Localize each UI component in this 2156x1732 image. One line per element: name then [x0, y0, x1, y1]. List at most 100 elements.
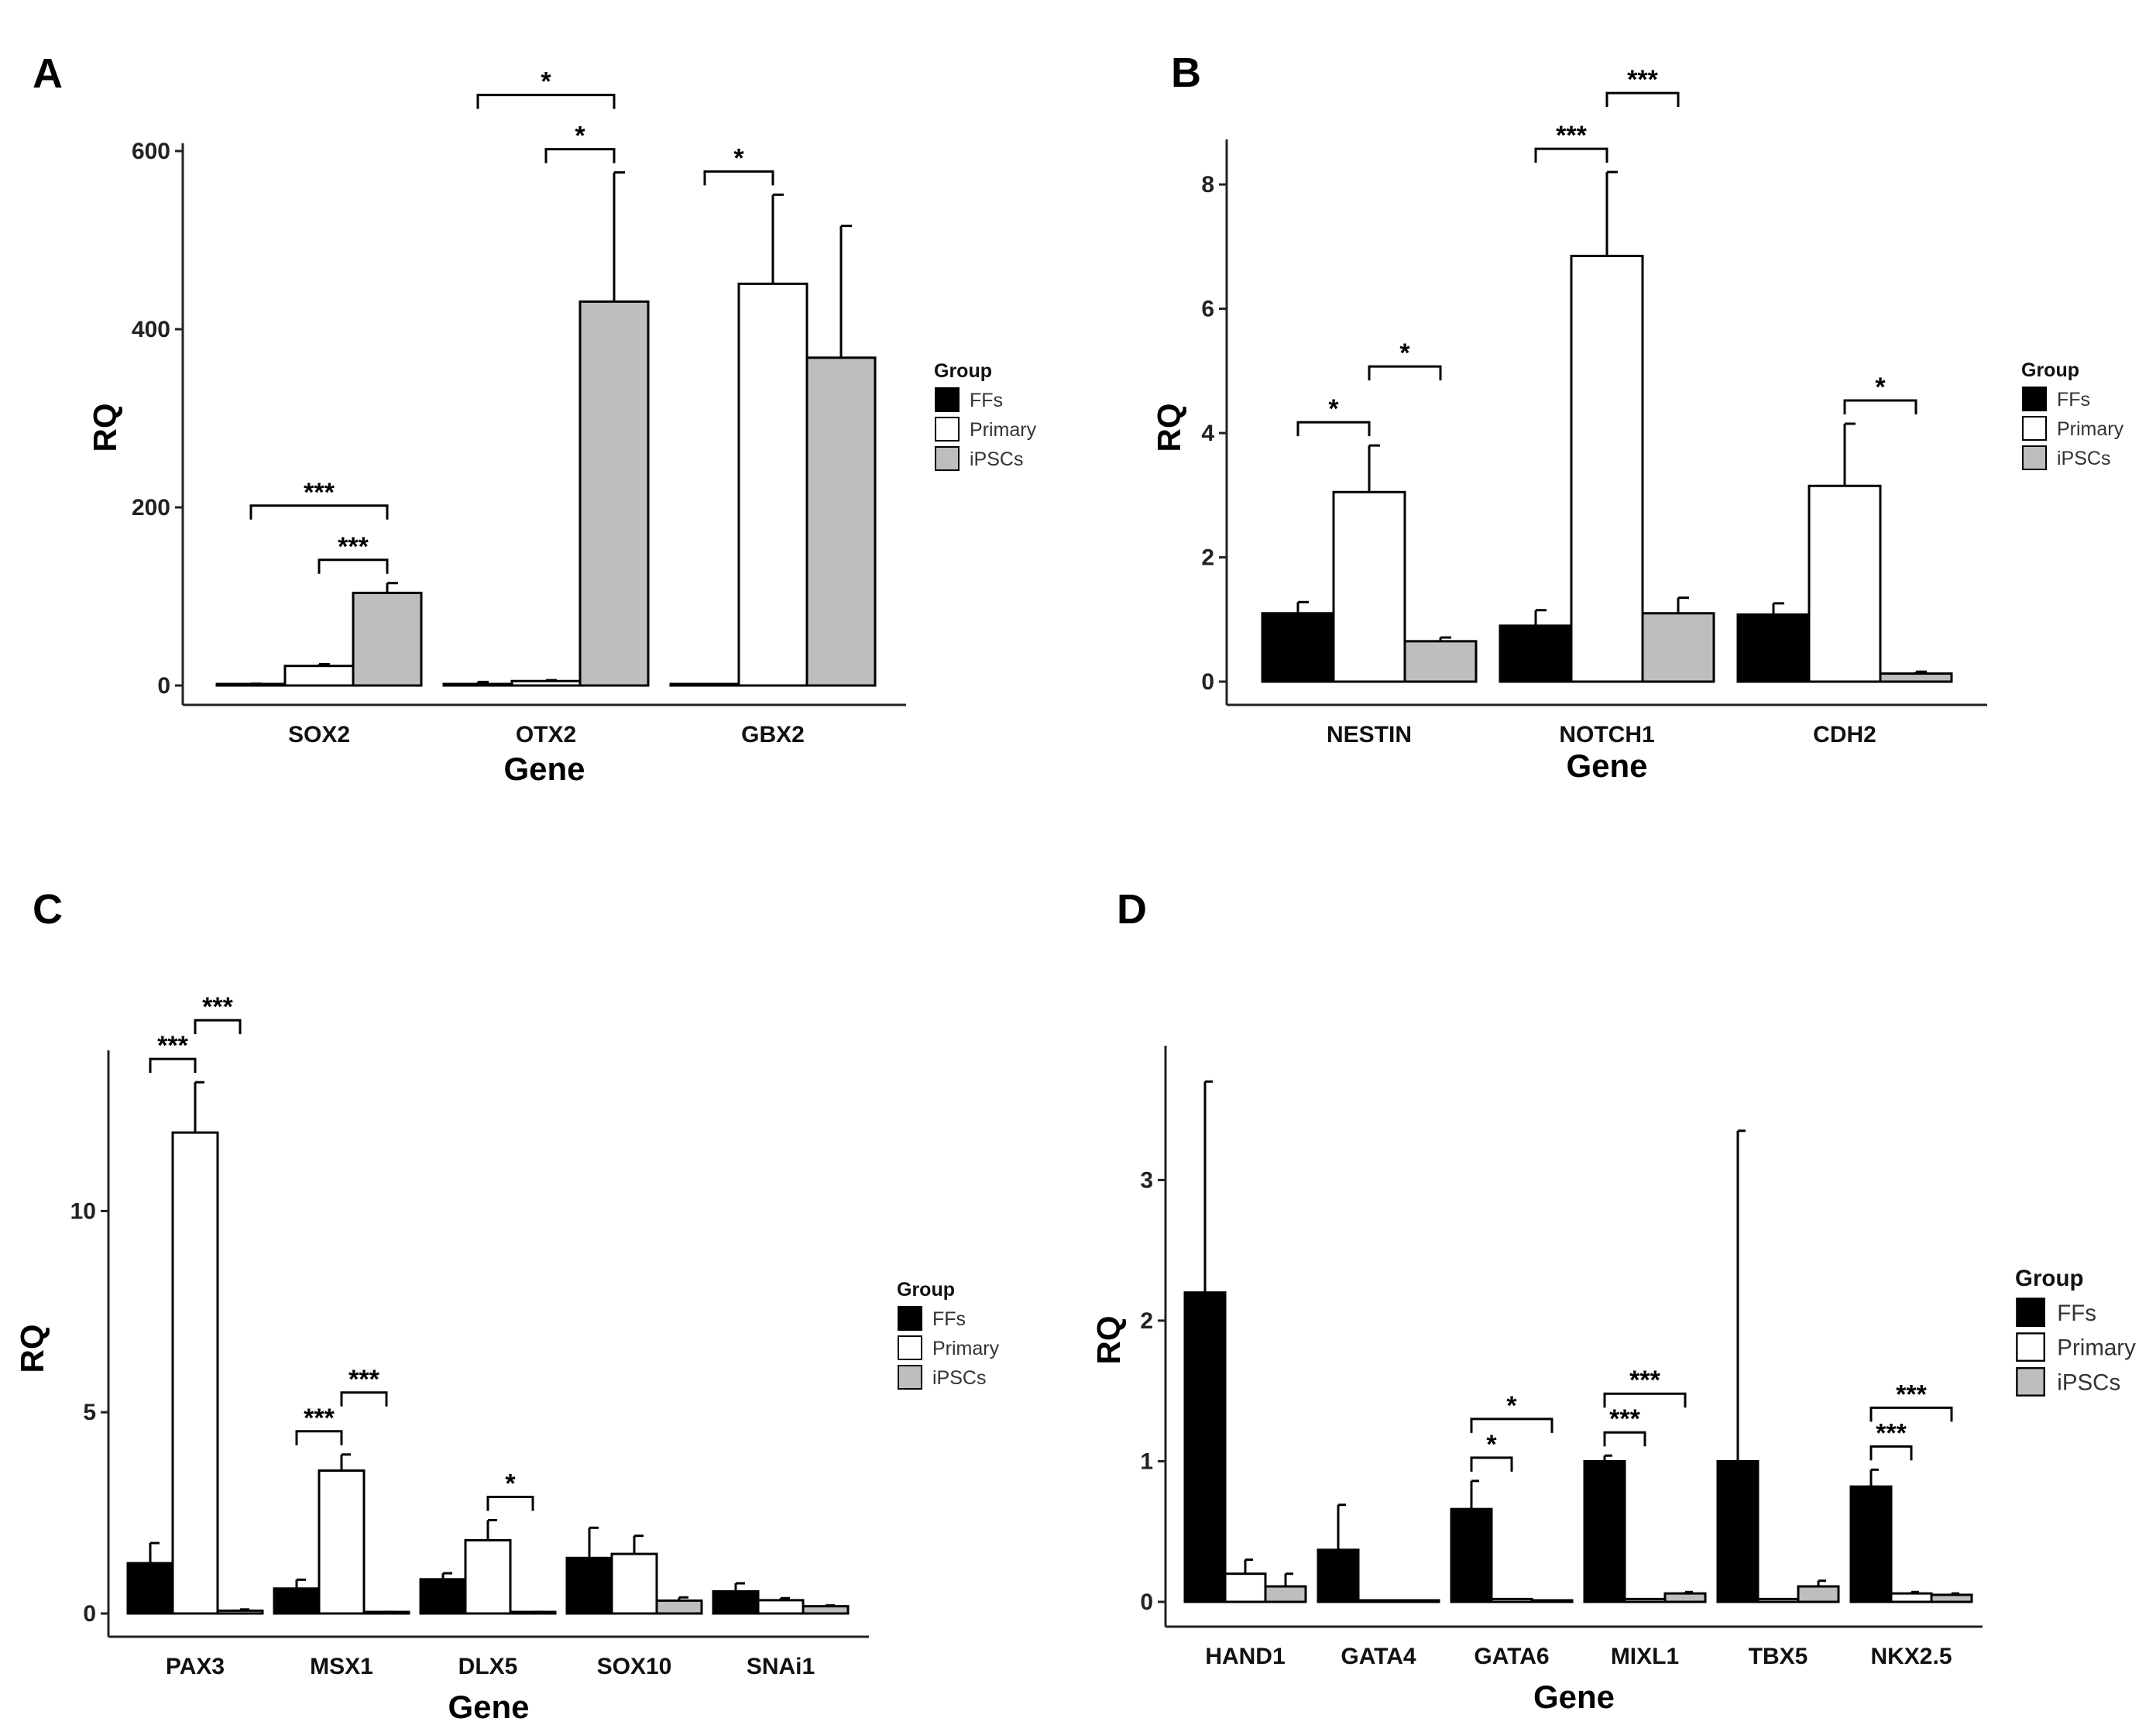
significance-label: ***	[348, 1365, 379, 1394]
significance-bracket	[1368, 365, 1442, 381]
bar-sox2-ipscs	[352, 591, 423, 687]
legend: Group FFs Primary iPSCs	[2021, 359, 2124, 470]
legend-swatch-primary	[2016, 1332, 2045, 1362]
significance-label: *	[575, 122, 585, 151]
y-tick-label: 400	[132, 317, 170, 342]
y-tick-label: 5	[83, 1400, 96, 1425]
bar-cdh2-ipscs	[1879, 672, 1953, 683]
x-tick-tbx5: TBX5	[1749, 1644, 1808, 1669]
significance-label: *	[733, 143, 744, 173]
bar-msx1-primary	[318, 1469, 366, 1615]
legend-title: Group	[897, 1279, 955, 1301]
legend: Group FFs Primary iPSCs	[934, 360, 1037, 471]
bar-gbx2-ffs	[669, 682, 740, 687]
bar-gata6-ipscs	[1530, 1599, 1574, 1603]
y-tick-label: 600	[132, 139, 170, 164]
y-tick-label: 0	[1201, 669, 1214, 695]
bar-tbx5-ipscs	[1797, 1585, 1840, 1603]
significance-label: *	[1328, 394, 1339, 424]
panel-letter: B	[1171, 50, 1201, 96]
significance-label: *	[1506, 1391, 1517, 1421]
legend-swatch-ipscs	[2016, 1367, 2045, 1397]
significance-label: ***	[1629, 1366, 1660, 1395]
significance-bracket	[544, 148, 616, 163]
significance-bracket	[1603, 1392, 1687, 1408]
x-tick-msx1: MSX1	[310, 1654, 373, 1679]
bar-tbx5-primary	[1756, 1597, 1800, 1603]
x-tick-cdh2: CDH2	[1813, 722, 1876, 747]
bar-snai1-ipscs	[802, 1605, 850, 1615]
bar-gbx2-ipscs	[805, 356, 877, 687]
bar-sox10-ffs	[565, 1556, 613, 1615]
panel-letter: A	[33, 50, 63, 97]
significance-label: ***	[1896, 1380, 1927, 1409]
x-axis-title: Gene	[1533, 1679, 1615, 1715]
y-tick-label: 8	[1201, 172, 1214, 198]
legend-label-ffs: FFs	[932, 1308, 966, 1330]
legend-label-ipscs: iPSCs	[932, 1367, 986, 1389]
panel-d-chart: D 0 1 2 3 RQ Gene HAND1 GATA4 GATA6 MIXL1 TBX5 NKX2.…	[1090, 886, 2136, 1715]
y-axis-title: RQ	[1090, 1316, 1127, 1365]
x-axis-title: Gene	[1566, 747, 1647, 784]
bar-gbx2-primary	[737, 282, 808, 687]
bar-sox2-primary	[283, 665, 355, 687]
bar-nestin-ipscs	[1403, 640, 1478, 683]
y-tick-label: 200	[132, 495, 170, 521]
bar-nestin-ffs	[1261, 612, 1335, 683]
bar-cdh2-ffs	[1736, 613, 1811, 683]
significance-bracket	[194, 1019, 242, 1035]
bar-pax3-ipscs	[216, 1609, 264, 1615]
significance-bracket	[1470, 1456, 1513, 1472]
significance-label: ***	[1876, 1418, 1907, 1448]
significance-label: ***	[1556, 121, 1587, 150]
x-tick-gata4: GATA4	[1341, 1644, 1416, 1669]
bar-pax3-primary	[171, 1131, 219, 1615]
x-axis-title: Gene	[448, 1689, 529, 1725]
bar-sox10-ipscs	[655, 1599, 703, 1615]
bar-gata6-primary	[1490, 1597, 1533, 1603]
legend-label-ffs: FFs	[2057, 389, 2090, 411]
significance-bracket	[1603, 1431, 1646, 1447]
x-axis-title: Gene	[503, 751, 585, 787]
y-axis-title: RQ	[87, 404, 123, 452]
significance-bracket	[1605, 91, 1680, 108]
legend-label-primary: Primary	[2057, 418, 2124, 440]
y-tick-label: 0	[83, 1601, 96, 1627]
significance-label: ***	[304, 478, 335, 507]
bar-nestin-primary	[1332, 490, 1406, 683]
bar-gata4-primary	[1357, 1599, 1400, 1603]
y-axis-title: RQ	[1151, 404, 1187, 452]
significance-label: *	[541, 67, 551, 97]
bar-snai1-primary	[757, 1599, 805, 1615]
bar-sox10-primary	[610, 1552, 658, 1615]
x-tick-snai1: SNAi1	[747, 1654, 815, 1679]
bar-pax3-ffs	[126, 1562, 174, 1615]
bar-msx1-ffs	[273, 1587, 321, 1615]
legend: Group FFs Primary iPSCs	[2015, 1266, 2136, 1397]
x-tick-nestin: NESTIN	[1327, 722, 1412, 747]
y-tick-label: 1	[1140, 1448, 1153, 1474]
bar-notch1-ffs	[1499, 624, 1573, 683]
y-tick-label: 2	[1201, 545, 1214, 571]
y-tick-label: 6	[1201, 297, 1214, 322]
legend-swatch-primary	[935, 417, 960, 442]
legend-swatch-primary	[2022, 416, 2047, 441]
legend-swatch-ffs	[898, 1306, 922, 1331]
y-tick-label: 3	[1140, 1167, 1153, 1193]
significance-label: ***	[202, 992, 233, 1022]
legend-title: Group	[2015, 1266, 2084, 1291]
x-tick-gbx2: GBX2	[741, 722, 805, 747]
significance-bracket	[476, 94, 616, 109]
significance-bracket	[295, 1430, 343, 1445]
legend-label-ipscs: iPSCs	[2057, 1370, 2120, 1396]
significance-label: ***	[304, 1404, 335, 1433]
x-tick-nkx2-5: NKX2.5	[1870, 1644, 1952, 1669]
significance-bracket	[340, 1391, 388, 1407]
bar-hand1-primary	[1224, 1572, 1267, 1603]
significance-bracket	[249, 504, 389, 520]
legend-title: Group	[2021, 359, 2079, 381]
bar-snai1-ffs	[712, 1589, 760, 1615]
legend-label-primary: Primary	[970, 419, 1037, 441]
